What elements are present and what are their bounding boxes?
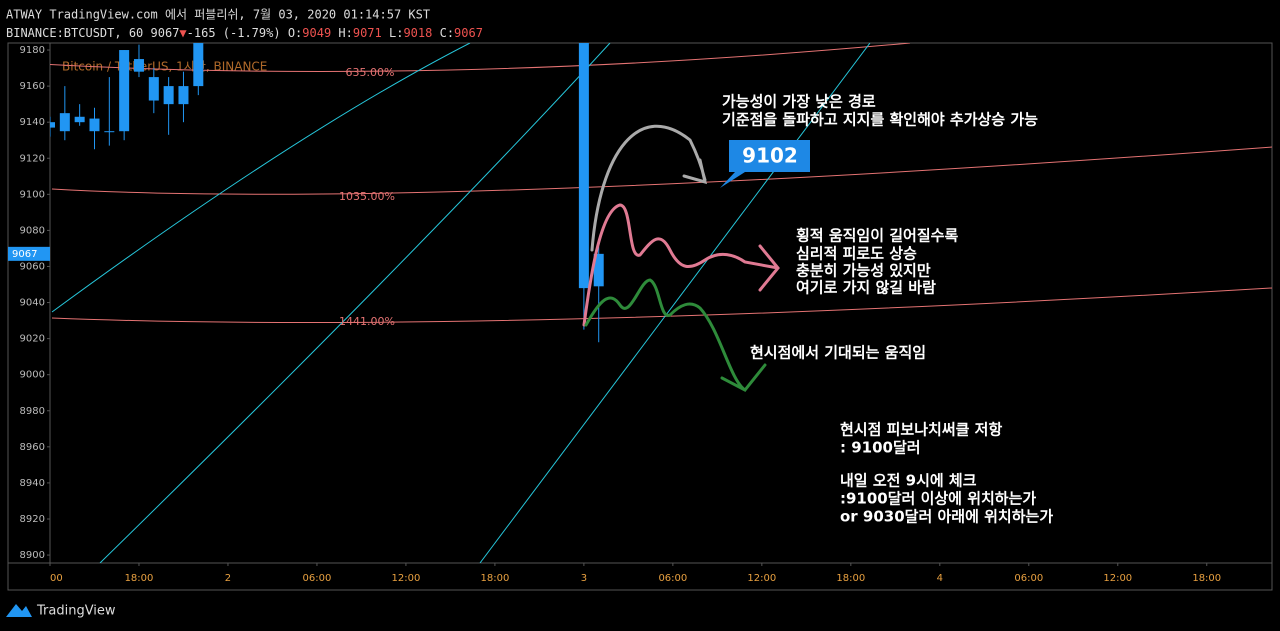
x-tick-label: 18:00 <box>125 573 154 584</box>
fib-circle <box>479 43 871 563</box>
annotation: 횡적 움직임이 길어질수록 <box>796 227 958 245</box>
annotation: : 9100달러 <box>840 439 921 457</box>
arrow-path <box>590 124 708 252</box>
x-tick-label: 00 <box>50 573 63 584</box>
watermark: Bitcoin / TetherUS, 1시간, BINANCE <box>62 60 267 74</box>
y-tick-label: 9020 <box>20 334 45 345</box>
annotation: 현시점 피보나치써클 저항 <box>840 421 1002 439</box>
price-tag-label: 9067 <box>12 249 37 260</box>
x-tick-label: 3 <box>581 573 587 584</box>
fib-arc <box>51 146 1272 195</box>
x-tick-label: 06:00 <box>1014 573 1043 584</box>
y-tick-label: 9160 <box>20 81 45 92</box>
fib-label: 1441.00% <box>339 315 395 328</box>
x-tick-label: 06:00 <box>303 573 332 584</box>
y-tick-label: 9060 <box>20 261 45 272</box>
arrow-path <box>582 203 780 327</box>
annotation: or 9030달러 아래에 위치하는가 <box>840 508 1053 526</box>
y-tick-label: 9180 <box>20 45 45 56</box>
paths <box>582 124 780 393</box>
annotation: 심리적 피로도 상승 <box>796 245 917 263</box>
header-line: ATWAY TradingView.com 에서 퍼블리쉬, 7월 03, 20… <box>6 8 430 22</box>
candle-body <box>74 116 85 123</box>
y-tick-label: 8960 <box>20 442 45 453</box>
y-tick-label: 8920 <box>20 514 45 525</box>
annotation: 충분히 가능성 있지만 <box>796 262 931 280</box>
candle-body <box>89 118 100 132</box>
logo-icon <box>6 604 32 617</box>
y-tick-label: 8900 <box>20 550 45 561</box>
header-symbol: BINANCE:BTCUSDT, 60 9067▼-165 (-1.79%) O… <box>6 26 483 40</box>
y-tick-label: 9000 <box>20 370 45 381</box>
candle-body <box>578 43 589 289</box>
callout-box <box>720 140 810 188</box>
brand[interactable]: TradingView <box>36 604 116 619</box>
annotation: 여기로 가지 않길 바람 <box>796 279 936 297</box>
candle-body <box>593 253 604 287</box>
arrow-path <box>584 278 767 393</box>
candle-body <box>119 50 130 132</box>
candle-body <box>104 131 115 133</box>
y-tick-label: 9140 <box>20 117 45 128</box>
fib-arc <box>50 43 911 73</box>
fib-label: 635.00% <box>346 66 395 79</box>
fib-arc <box>51 287 1272 324</box>
y-tick-label: 9120 <box>20 153 45 164</box>
x-tick-label: 2 <box>225 573 231 584</box>
x-tick-label: 18:00 <box>480 573 509 584</box>
annotation: 가능성이 가장 낮은 경로 <box>722 93 876 111</box>
y-tick-label: 9040 <box>20 298 45 309</box>
y-tick-label: 9100 <box>20 189 45 200</box>
annotation: 기준점을 돌파하고 지지를 확인해야 추가상승 가능 <box>722 111 1038 129</box>
frame <box>7 42 1273 591</box>
price-tag <box>8 246 50 261</box>
candle-body <box>148 77 159 101</box>
callout-text: 9102 <box>742 144 798 168</box>
x-tick-label: 18:00 <box>1192 573 1221 584</box>
x-tick-label: 06:00 <box>658 573 687 584</box>
candle-body <box>178 86 189 105</box>
annotation: :9100달러 이상에 위치하는가 <box>840 490 1036 508</box>
x-tick-label: 12:00 <box>1103 573 1132 584</box>
candle-body <box>163 86 174 105</box>
candles <box>50 43 604 343</box>
annotation: 현시점에서 기대되는 움직임 <box>750 344 926 362</box>
fib-label: 1035.00% <box>339 190 395 203</box>
y-tick-label: 8940 <box>20 478 45 489</box>
candle-body <box>193 43 204 87</box>
y-tick-label: 9080 <box>20 225 45 236</box>
candle-body <box>50 122 55 128</box>
x-tick-label: 12:00 <box>392 573 421 584</box>
logo[interactable]: TradingView <box>6 604 116 619</box>
x-tick-label: 12:00 <box>747 573 776 584</box>
drawings <box>50 43 1272 563</box>
x-tick-label: 18:00 <box>836 573 865 584</box>
fib-circle <box>51 43 471 313</box>
y-tick-label: 8980 <box>20 406 45 417</box>
fib-circle <box>99 43 611 563</box>
annotation: 내일 오전 9시에 체크 <box>840 472 977 490</box>
x-tick-label: 4 <box>937 573 943 584</box>
candle-body <box>133 59 144 72</box>
candle-body <box>59 113 70 132</box>
